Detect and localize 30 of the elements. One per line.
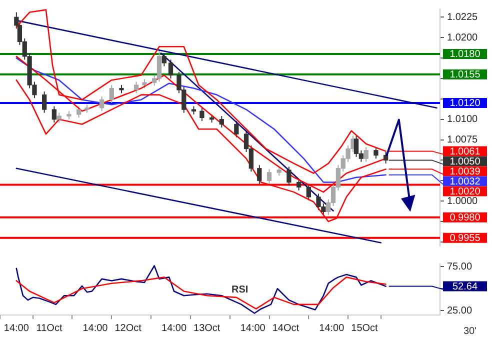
x-tick-label: 14:00: [319, 322, 345, 334]
annotation: 1.0050: [450, 156, 481, 168]
annotation: 1.0032: [450, 176, 481, 188]
ref-line-label: 1.0020: [450, 186, 481, 198]
x-tick-label: 14:00: [82, 322, 108, 334]
y-tick-label: 75.00: [447, 261, 472, 272]
y-tick-label: 1.0200: [447, 32, 478, 44]
y-tick-label: 1.0000: [447, 196, 478, 207]
text: 30': [463, 326, 477, 337]
x-tick-label: 12Oct: [114, 322, 142, 334]
x-tick-label: 15Oct: [351, 322, 378, 334]
ref-line-label: 1.0180: [450, 49, 481, 60]
y-tick-label: 1.0225: [447, 12, 478, 23]
annotation: RSI: [231, 284, 248, 296]
x-tick-label: 13Oct: [194, 322, 220, 334]
y-tick-label: 1.0075: [447, 134, 478, 146]
y-tick-label: 25.00: [447, 305, 472, 316]
x-tick-label: 14:00: [240, 322, 266, 334]
ref-line-label: 0.9955: [450, 233, 481, 244]
annotation: 1.0061: [450, 146, 481, 158]
x-tick-label: 14:00: [4, 322, 30, 334]
y-tick-label: 1.0100: [447, 114, 478, 126]
x-tick-label: 14:00: [162, 322, 187, 334]
ref-line-label: 1.0155: [450, 70, 481, 81]
x-tick-label: 11Oct: [36, 322, 62, 334]
ref-line-label: 1.0120: [450, 98, 481, 110]
annotation: 52.64: [452, 282, 478, 293]
x-tick-label: 14Oct: [272, 322, 300, 334]
ref-line-label: 0.9980: [450, 212, 481, 224]
annotation: 1.0039: [450, 166, 481, 178]
